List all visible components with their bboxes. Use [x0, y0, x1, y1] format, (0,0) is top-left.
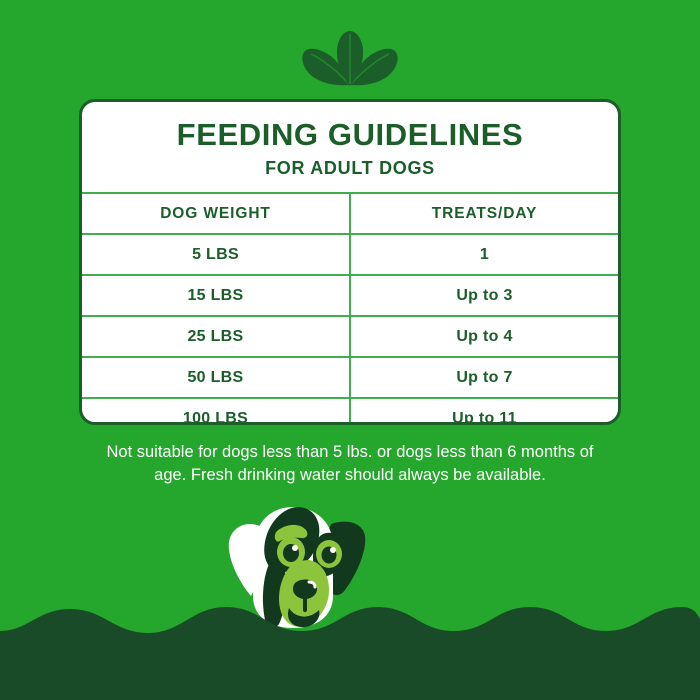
page-title: FEEDING GUIDELINES [176, 117, 524, 153]
disclaimer-text: Not suitable for dogs less than 5 lbs. o… [106, 443, 594, 485]
sprout-logo [0, 30, 700, 88]
dog-face-illustration [205, 504, 381, 644]
card-header: FEEDING GUIDELINES FOR ADULT DOGS [82, 102, 618, 192]
cell-dog-weight: 5 LBS [82, 233, 351, 275]
feeding-guidelines-card: FEEDING GUIDELINES FOR ADULT DOGS DOG WE… [79, 99, 621, 425]
cell-treats-per-day: Up to 3 [350, 274, 618, 316]
cell-dog-weight: 25 LBS [82, 315, 351, 357]
cell-treats-per-day: Up to 4 [350, 315, 618, 357]
cell-dog-weight: 15 LBS [82, 274, 351, 316]
column-header-treats-per-day: TREATS/DAY [350, 192, 618, 234]
table-header-row: DOG WEIGHT TREATS/DAY [82, 192, 618, 234]
sprout-leaves-icon [302, 31, 398, 86]
cell-treats-per-day: Up to 7 [350, 356, 618, 398]
table-row: 25 LBS Up to 4 [82, 315, 618, 357]
page-subtitle: FOR ADULT DOGS [265, 157, 435, 178]
cell-treats-per-day: Up to 11 [350, 397, 618, 422]
table-row: 15 LBS Up to 3 [82, 274, 618, 316]
table-row: 5 LBS 1 [82, 233, 618, 275]
cell-dog-weight: 100 LBS [82, 397, 351, 422]
table-row: 100 LBS Up to 11 [82, 397, 618, 422]
wave-band-icon [0, 607, 700, 700]
dog-icon [228, 507, 366, 628]
wavy-grass-band [0, 585, 700, 700]
cell-dog-weight: 50 LBS [82, 356, 351, 398]
feeding-table: DOG WEIGHT TREATS/DAY 5 LBS 1 15 LBS Up … [82, 192, 618, 422]
table-row: 50 LBS Up to 7 [82, 356, 618, 398]
cell-treats-per-day: 1 [350, 233, 618, 275]
column-header-dog-weight: DOG WEIGHT [82, 192, 351, 234]
